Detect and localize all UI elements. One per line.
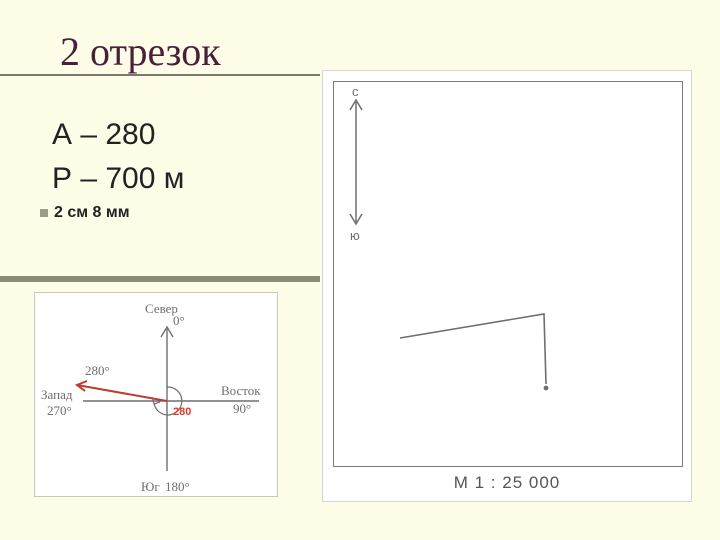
slide-title: 2 отрезок	[60, 28, 221, 75]
measurement-text: 2 см 8 мм	[54, 204, 130, 222]
map-north-label: с	[352, 84, 359, 99]
label-south: Юг	[141, 479, 160, 494]
compass-figure: 280 Север 0° Юг 180° Восток 90° Запад 27…	[34, 292, 278, 497]
map-frame: с ю	[333, 81, 683, 467]
label-east: Восток	[221, 383, 261, 398]
compass-svg: 280 Север 0° Юг 180° Восток 90° Запад 27…	[35, 293, 279, 498]
label-south-deg: 180°	[165, 479, 190, 494]
azimuth-line-text: А – 280	[52, 118, 155, 152]
square-bullet-icon	[40, 209, 48, 217]
map-caption: М 1 : 25 000	[323, 473, 691, 493]
map-start-dot	[544, 386, 549, 391]
center-deg-label: 280	[173, 406, 191, 418]
distance-line-text: Р – 700 м	[52, 162, 184, 196]
section-divider	[0, 276, 320, 282]
label-east-deg: 90°	[233, 401, 251, 416]
map-svg: с ю	[334, 82, 684, 468]
label-north-deg: 0°	[173, 313, 185, 328]
measurement-bullet: 2 см 8 мм	[40, 204, 130, 222]
label-azimuth: 280°	[85, 363, 110, 378]
label-west-deg: 270°	[47, 403, 72, 418]
map-south-label: ю	[350, 228, 360, 243]
label-west: Запад	[41, 387, 73, 402]
map-figure: с ю М 1 : 25 000	[322, 70, 692, 502]
